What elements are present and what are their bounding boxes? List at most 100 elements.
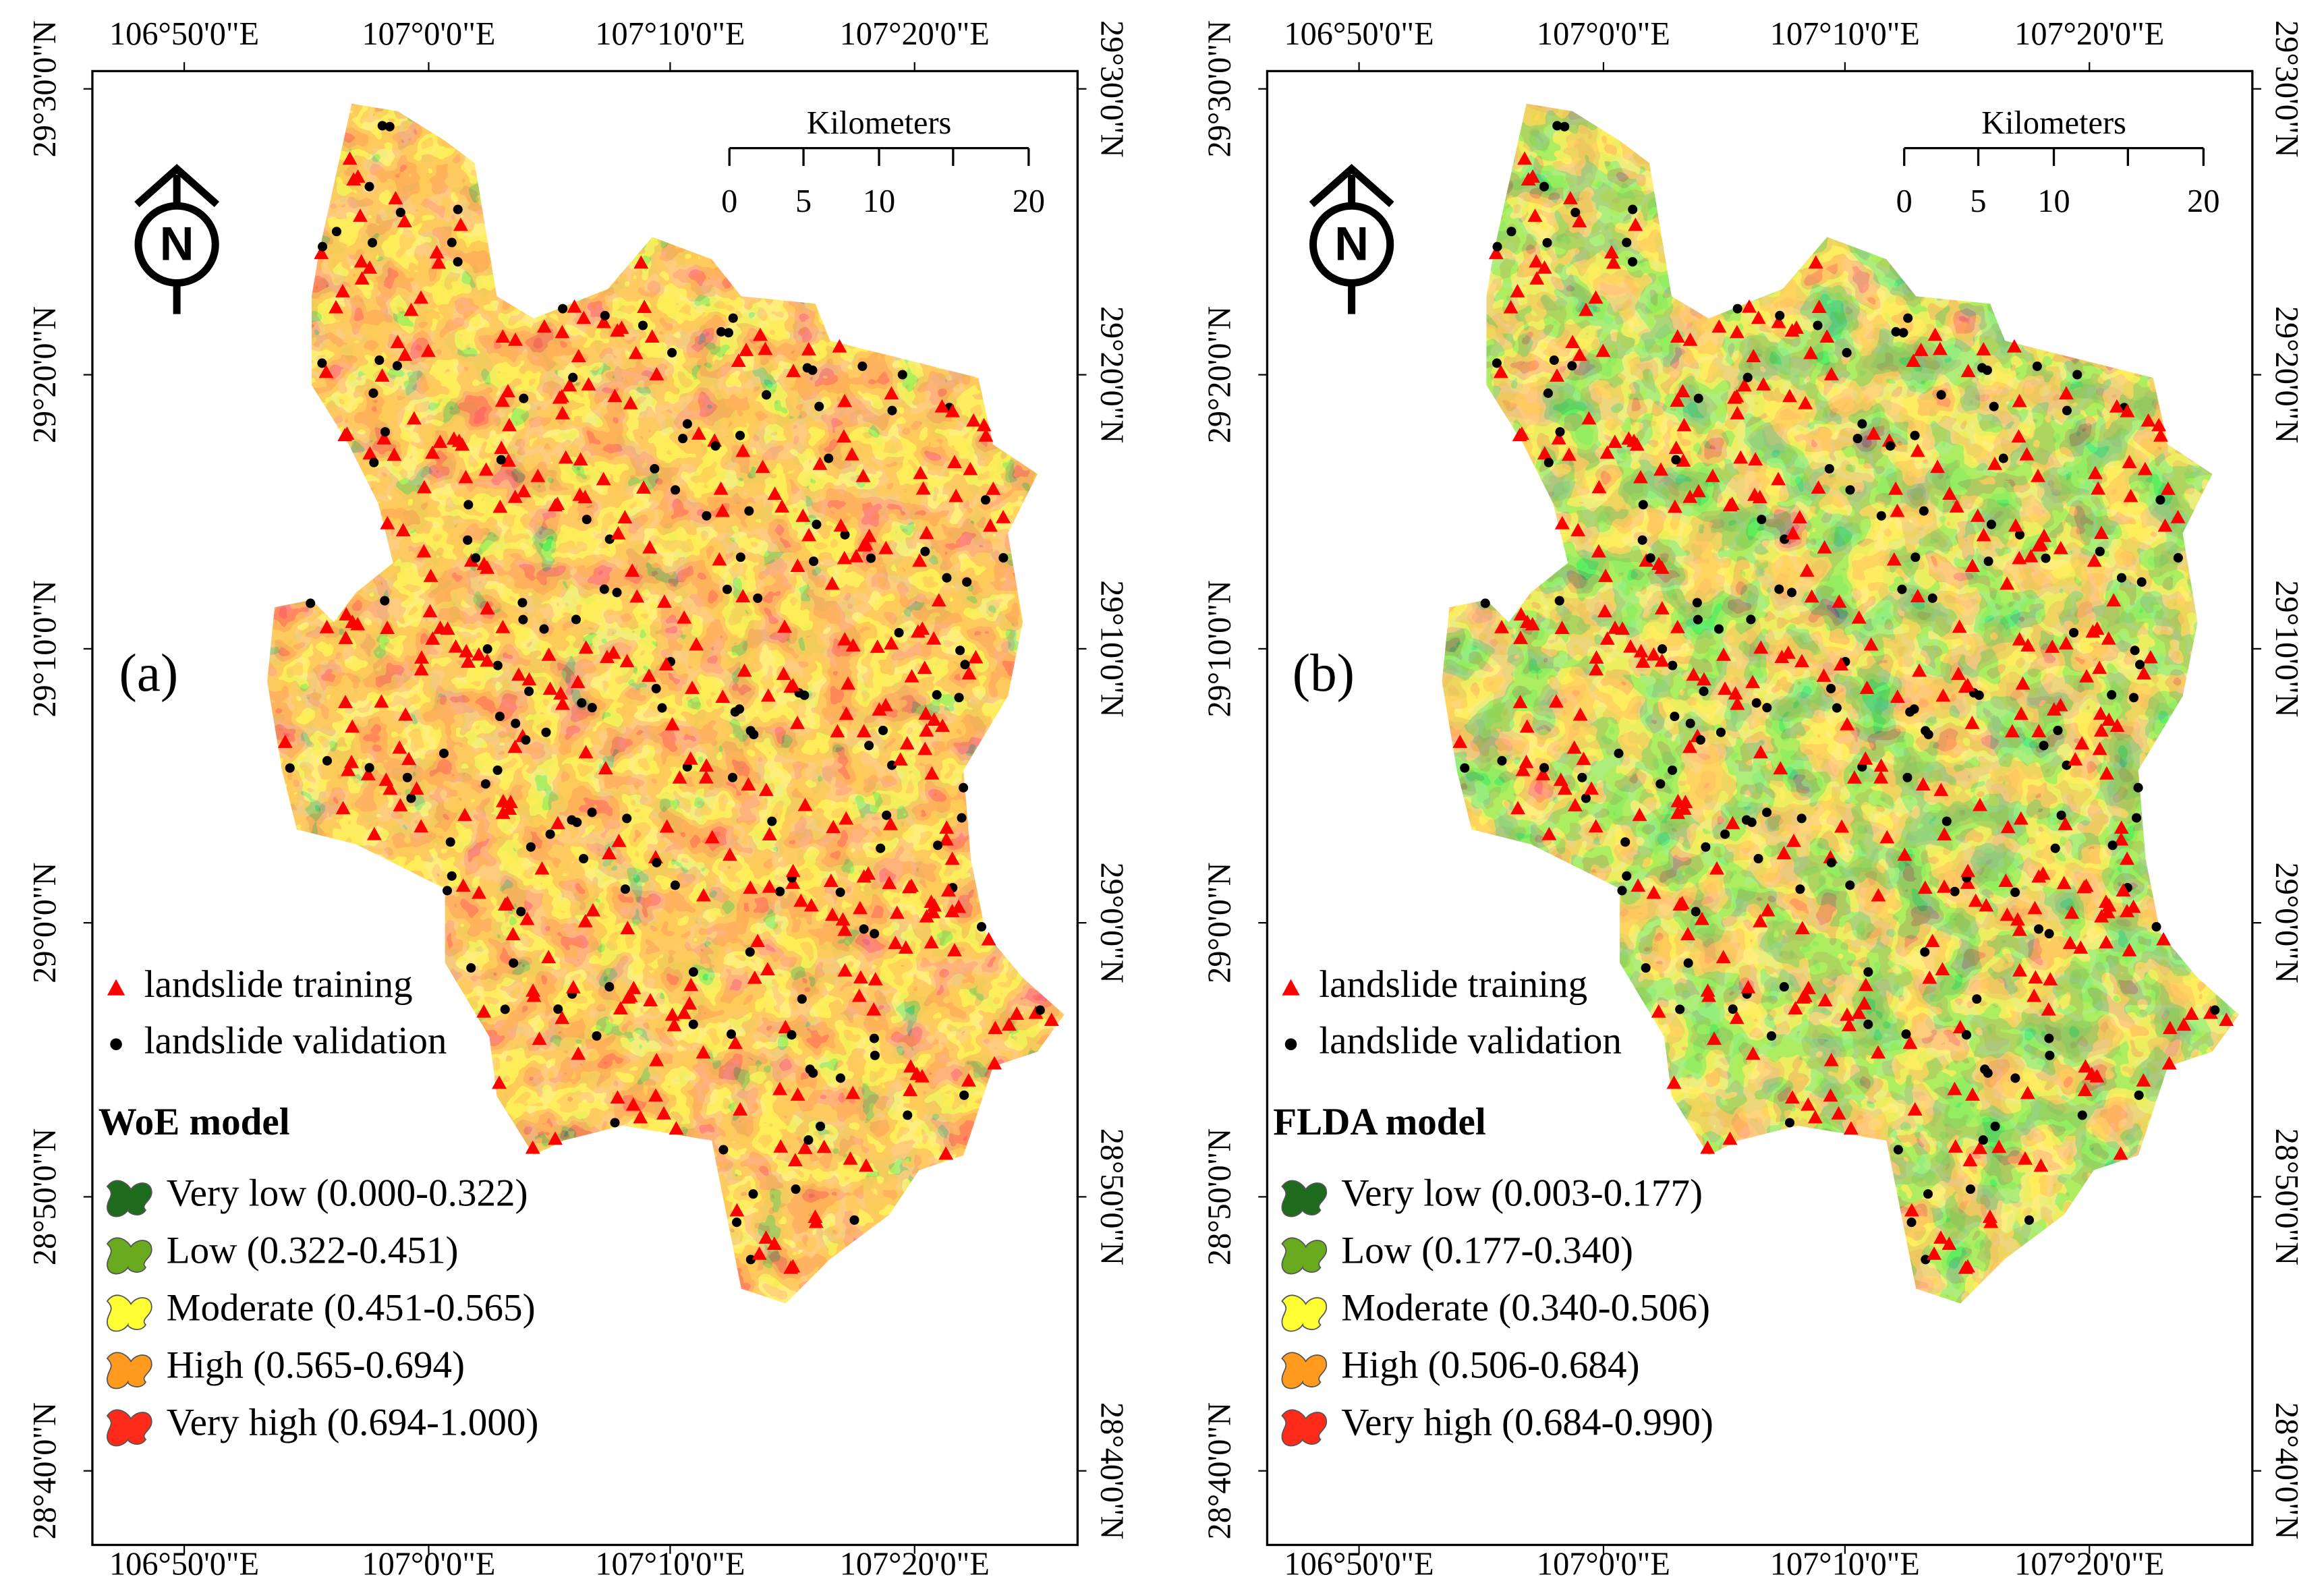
training-point <box>353 254 369 268</box>
validation-point <box>374 355 385 366</box>
training-point <box>677 1005 691 1019</box>
training-point <box>1801 1097 1816 1111</box>
training-point <box>892 752 908 766</box>
training-point <box>1930 459 1946 473</box>
training-point <box>495 805 511 820</box>
validation-point <box>702 511 712 521</box>
training-point <box>1598 569 1614 582</box>
validation-point <box>610 1118 620 1128</box>
training-point <box>2087 553 2102 567</box>
validation-point <box>1824 463 1834 474</box>
training-point <box>2087 465 2103 480</box>
validation-point <box>812 519 822 529</box>
training-point <box>516 484 532 498</box>
training-point <box>448 639 463 653</box>
validation-point <box>318 241 328 252</box>
validation-point <box>637 320 648 331</box>
training-point <box>1935 962 1950 976</box>
training-point <box>1771 471 1786 486</box>
training-point <box>2089 621 2105 635</box>
training-point <box>797 1141 813 1154</box>
training-point <box>739 343 754 356</box>
training-point <box>532 1031 547 1045</box>
training-point <box>793 893 809 907</box>
validation-point <box>1845 880 1855 890</box>
training-point <box>1968 893 1983 907</box>
training-point <box>1675 384 1691 398</box>
training-point <box>904 669 919 683</box>
training-point <box>1696 672 1711 686</box>
lat-label: 29°30'0"N <box>27 20 63 157</box>
validation-point <box>285 763 295 773</box>
lon-label: 107°20'0"E <box>2014 16 2164 52</box>
validation-point <box>745 947 755 957</box>
validation-point <box>678 434 688 444</box>
training-point <box>414 650 429 664</box>
validation-point <box>1539 181 1550 192</box>
training-point <box>832 339 847 353</box>
training-point <box>1517 151 1533 165</box>
validation-point <box>723 328 734 338</box>
training-point <box>801 342 816 355</box>
validation-point <box>866 553 876 563</box>
training-point <box>1834 657 1849 670</box>
legend-patch <box>1281 1237 1328 1275</box>
validation-point <box>959 1090 969 1100</box>
training-point <box>1513 607 1529 621</box>
training-point <box>277 735 293 748</box>
training-point <box>1907 1102 1923 1116</box>
lon-label: 106°50'0"E <box>109 16 259 52</box>
training-point <box>571 349 586 363</box>
training-point <box>735 589 751 602</box>
training-point <box>797 797 813 811</box>
validation-point <box>402 772 412 782</box>
training-point <box>2120 851 2135 865</box>
legend-label: Low (0.322-0.451) <box>167 1230 459 1272</box>
scale-title: Kilometers <box>1981 105 2126 141</box>
validation-point <box>957 813 967 823</box>
training-point <box>1816 668 1832 682</box>
training-point <box>1670 805 1686 820</box>
training-point <box>845 1085 861 1099</box>
training-point <box>2114 832 2129 846</box>
validation-point <box>306 598 316 608</box>
training-point <box>1553 772 1568 786</box>
training-point <box>1972 1141 1987 1154</box>
training-point <box>855 469 871 482</box>
training-point <box>2004 724 2020 738</box>
validation-point <box>932 690 942 700</box>
validation-point <box>2010 1073 2020 1083</box>
training-point <box>2012 393 2027 407</box>
validation-point <box>2045 1050 2055 1060</box>
training-point <box>2020 638 2036 652</box>
training-point <box>981 931 996 946</box>
training-point <box>567 299 582 313</box>
training-point <box>2157 518 2173 532</box>
validation-point <box>526 842 536 852</box>
training-point <box>1599 631 1615 645</box>
training-point <box>750 934 766 948</box>
training-point <box>795 509 811 522</box>
training-point <box>1646 647 1662 661</box>
training-point <box>2011 429 2027 443</box>
training-point <box>853 900 868 915</box>
training-point <box>457 807 472 822</box>
legend-label: Moderate (0.340-0.506) <box>1341 1287 1710 1329</box>
validation-point <box>1986 519 1996 529</box>
training-point <box>683 977 699 992</box>
validation-point <box>894 627 904 638</box>
validation-point <box>1774 584 1784 594</box>
legend-label: Low (0.177-0.340) <box>1341 1230 1633 1272</box>
training-point <box>1001 1017 1017 1031</box>
training-point <box>620 921 635 935</box>
validation-point <box>2129 693 2139 703</box>
training-point <box>446 431 461 445</box>
training-point <box>378 772 394 786</box>
training-point <box>963 461 978 476</box>
validation-point <box>1670 712 1680 722</box>
validation-point <box>735 552 745 563</box>
training-point <box>1514 426 1529 440</box>
validation-point <box>471 553 481 563</box>
training-point <box>2092 741 2107 755</box>
validation-point <box>567 815 577 825</box>
